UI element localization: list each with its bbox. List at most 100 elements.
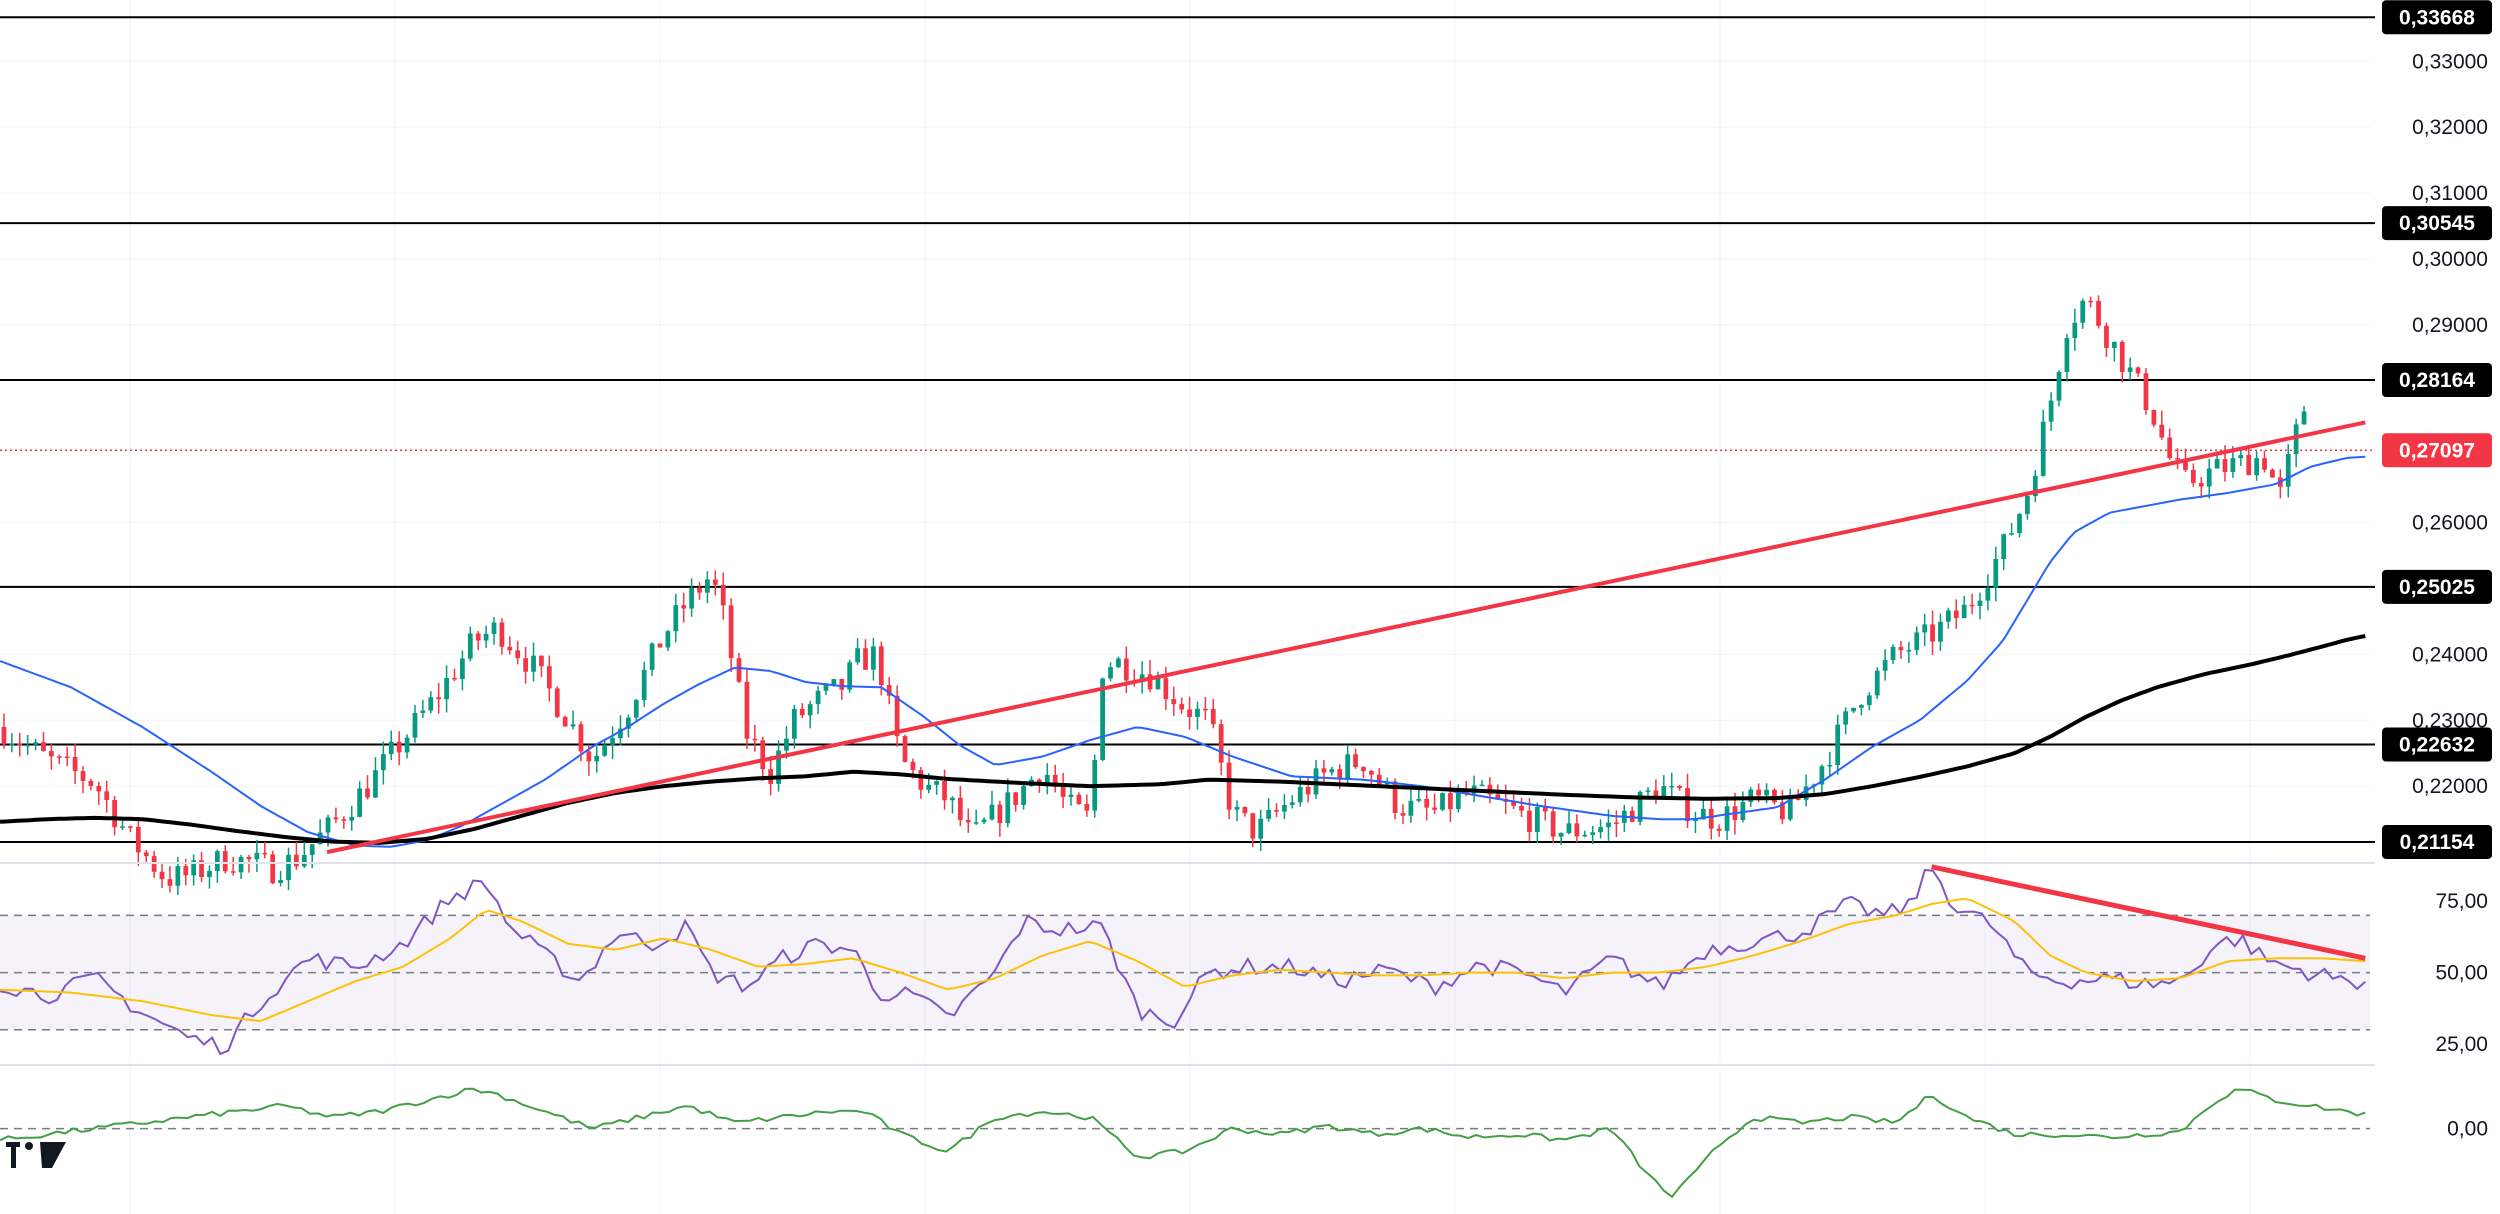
candle-body [64,756,70,759]
candle-body [467,633,473,659]
price-axis[interactable]: 0,33000 0,32000 0,31000 0,30000 0,29000 0,260… [2375,0,2500,1214]
candle-body [1945,610,1951,622]
candle-body [1266,809,1271,819]
trendline[interactable] [326,420,2366,855]
candle-body [586,751,592,762]
candle-body [942,781,947,801]
candle-body [1203,708,1208,711]
candle-body [791,708,797,739]
candle-body [2111,341,2117,348]
candle-body [373,770,378,798]
candle-body [2009,533,2014,535]
candle-body [1890,646,1896,661]
candle-body [981,819,987,823]
price-tick-label: 0,32000 [2412,116,2488,139]
rsi-divergence-line[interactable] [1931,864,2366,961]
candle-body [254,852,260,860]
level-badge-bg [2382,206,2492,241]
candle-body [2167,437,2173,459]
candle-body [855,648,860,663]
candle-body [1708,808,1714,829]
candle-body [649,643,655,670]
candle-body [1210,708,1216,725]
candle-body [230,871,236,873]
candle-body [2135,367,2141,374]
candle-body [784,738,789,751]
candle-body [1282,804,1287,812]
candle-body [570,724,576,727]
candle-body [1803,786,1809,801]
candle-body [1558,833,1564,837]
candle-body [1432,807,1437,810]
candle-body [1606,822,1611,828]
candle-body [950,797,955,801]
candle-body [2064,338,2070,373]
candle-body [1329,769,1335,773]
level-badge: 0,30545 [2399,212,2475,235]
candle-body [135,826,141,853]
candle-body [9,743,15,746]
candle-body [1969,604,1975,607]
candle-body [325,817,331,833]
candle-body [2072,322,2078,339]
candle-body [839,679,845,690]
candle-body [1044,774,1050,784]
candle-body [1716,828,1722,831]
rsi-tick-label: 50,00 [2435,962,2488,985]
candle-body [1866,695,1872,706]
price-tick-label: 0,23000 [2412,709,2488,732]
level-badge-bg [2382,727,2492,762]
candle-body [697,587,702,593]
candle-body [1653,790,1659,800]
candle-body [1013,792,1019,805]
candle-body [965,819,971,823]
candle-body [404,737,410,753]
price-tick-label: 0,33000 [2412,50,2488,73]
candle-body [1147,674,1153,690]
candle-body [2214,459,2220,469]
candle-body [523,658,528,672]
candle-body [507,646,513,651]
candle-body [1448,793,1453,810]
candle-body [1693,819,1698,822]
candle-body [412,712,418,738]
rsi-tick-label: 75,00 [2435,890,2488,913]
candle-body [1874,670,1880,696]
candle-body [1353,754,1358,768]
candle-body [1416,798,1422,801]
candle-body [1305,787,1311,795]
candle-body [728,605,734,659]
candle-body [1898,646,1904,651]
price-tick-label: 0,30000 [2412,248,2488,271]
candle-body [475,633,481,641]
candle-body [104,791,110,800]
candle-body [301,854,307,867]
candle-body [1187,709,1192,717]
candle-body [436,697,442,700]
candle-body [1495,794,1501,799]
tradingview-logo[interactable] [6,1142,66,1168]
candle-body [214,851,220,872]
candle-body [1930,624,1935,642]
candle-body [871,646,876,670]
candle-body [878,646,884,686]
level-badge-bg [2382,0,2492,35]
candle-body [191,860,197,876]
candle-body [1171,699,1177,705]
candle-body [2056,372,2062,401]
candle-body [1052,774,1058,787]
candle-body [2088,300,2094,303]
price-tick-label: 0,22000 [2412,775,2488,798]
candle-body [1598,827,1603,833]
candle-body [1289,802,1295,805]
candle-body [1977,600,1983,607]
candle-body [41,742,46,751]
candle-body [1685,788,1690,822]
candle-body [1440,793,1445,810]
current-price-badge-bg [2382,433,2492,468]
candle-body [1574,823,1580,837]
candle-body [626,717,631,729]
candle-body [918,770,924,790]
candle-body [1479,784,1485,787]
